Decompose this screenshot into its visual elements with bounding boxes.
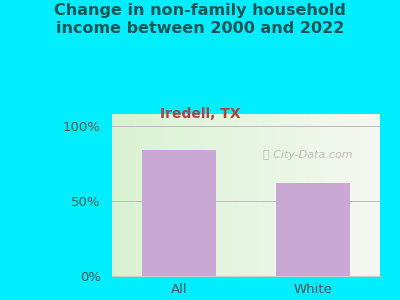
Bar (276, 183, 350, 276)
Text: Iredell, TX: Iredell, TX (160, 106, 240, 121)
Text: ⓘ City-Data.com: ⓘ City-Data.com (263, 149, 352, 160)
Bar (142, 150, 216, 276)
Text: Change in non-family household
income between 2000 and 2022: Change in non-family household income be… (54, 3, 346, 36)
